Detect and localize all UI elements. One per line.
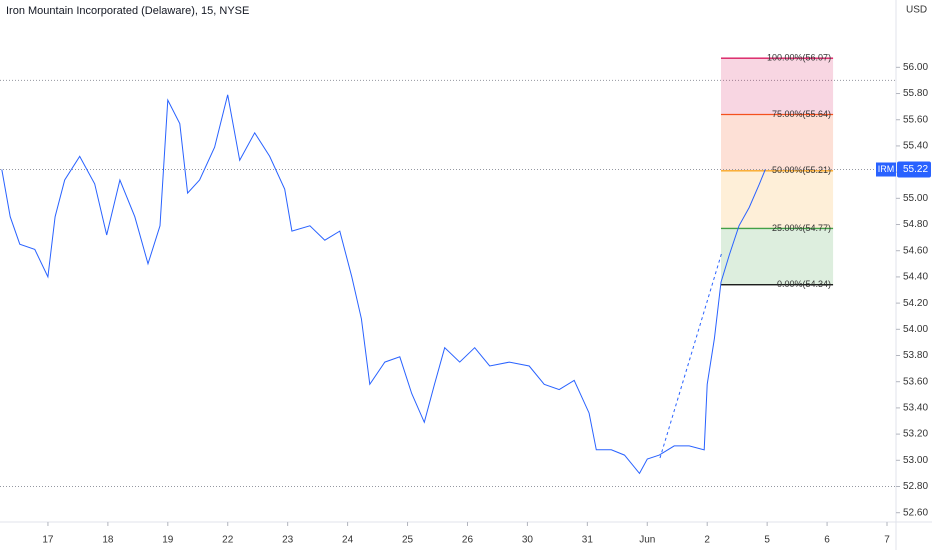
fib-zone [720,228,834,285]
fib-zone [720,58,834,115]
y-tick-label: 55.00 [903,193,928,204]
y-tick-label: 53.20 [903,429,928,440]
y-tick-label: 55.40 [903,141,928,152]
y-tick-label: 55.60 [903,114,928,125]
chart-title: Iron Mountain Incorporated (Delaware), 1… [6,5,249,17]
price-line-series [1,94,766,475]
x-tick-label: 5 [764,535,770,546]
fib-label: 100.00%(56.07) [767,53,831,63]
fib-zone [720,170,834,229]
x-tick-label: 7 [884,535,890,546]
x-tick-label: 19 [162,535,174,546]
x-tick-label: 23 [282,535,294,546]
x-tick-label: 25 [402,535,414,546]
x-tick-label: 26 [462,535,474,546]
y-tick-label: 53.00 [903,455,928,466]
fib-label: 25.00%(54.77) [772,223,831,233]
x-tick-label: 2 [704,535,710,546]
y-tick-label: 53.60 [903,376,928,387]
x-tick-label: 17 [42,535,54,546]
x-tick-label: 30 [522,535,534,546]
y-tick-label: 55.80 [903,88,928,99]
y-tick-label: 56.00 [903,62,928,73]
x-tick-label: 24 [342,535,354,546]
y-tick-label: 54.20 [903,298,928,309]
symbol-tag-label: IRM [878,164,895,174]
y-tick-label: 53.80 [903,350,928,361]
x-tick-label: 6 [824,535,830,546]
currency: USD [906,5,927,16]
price-tag [897,161,931,178]
fib-label: 0.00%(54.34) [777,279,831,289]
price-tag-label: 55.22 [903,164,928,175]
y-tick-label: 54.40 [903,272,928,283]
y-tick-label: 54.80 [903,219,928,230]
y-tick-label: 52.80 [903,481,928,492]
fib-label: 50.00%(55.21) [772,165,831,175]
x-tick-label: 22 [222,535,234,546]
x-tick-label: Jun [639,535,655,546]
fib-zone [720,114,834,171]
y-tick-label: 54.60 [903,245,928,256]
x-tick-label: 18 [102,535,114,546]
symbol-tag [876,162,896,177]
y-tick-label: 53.40 [903,403,928,414]
y-tick-label: 54.00 [903,324,928,335]
x-tick-label: 31 [582,535,594,546]
fib-label: 75.00%(55.64) [772,109,831,119]
y-tick-label: 52.60 [903,507,928,518]
